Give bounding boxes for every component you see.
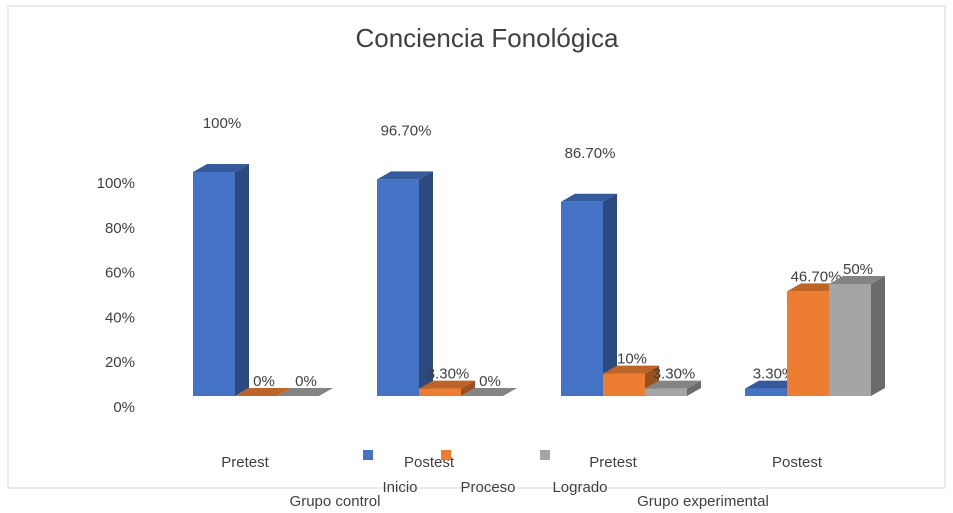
value-label: 0%	[295, 373, 317, 390]
bar	[561, 201, 603, 396]
value-label: 10%	[617, 351, 647, 368]
bar-top	[829, 276, 885, 284]
legend-label: Logrado	[552, 479, 607, 496]
bar	[377, 179, 419, 396]
bar-top	[561, 193, 617, 202]
x-tick-label: Postest	[772, 454, 823, 471]
legend-label: Inicio	[382, 479, 417, 496]
bar-top	[277, 388, 333, 396]
value-label: 3.30%	[653, 366, 696, 383]
y-tick-label: 20%	[105, 354, 135, 371]
value-label: 46.70%	[791, 268, 842, 285]
y-tick-label: 60%	[105, 265, 135, 282]
bar	[193, 172, 235, 396]
bar	[829, 284, 871, 396]
value-label: 0%	[253, 373, 275, 390]
value-label: 100%	[203, 115, 241, 132]
value-label: 3.30%	[427, 366, 470, 383]
bar-top	[645, 380, 701, 389]
bar	[787, 291, 829, 396]
group-label: Grupo control	[290, 493, 381, 510]
bar	[645, 388, 687, 396]
chart-border	[7, 5, 946, 489]
y-tick-label: 80%	[105, 220, 135, 237]
bar-top	[419, 380, 475, 389]
y-tick-label: 40%	[105, 309, 135, 326]
bar-side	[461, 380, 475, 396]
bar-side	[235, 164, 249, 396]
y-tick-label: 100%	[97, 175, 135, 192]
y-tick-label: 0%	[113, 399, 135, 416]
value-label: 3.30%	[753, 366, 796, 383]
value-label: 50%	[843, 261, 873, 278]
bar-top	[193, 164, 249, 172]
x-tick-label: Pretest	[221, 454, 269, 471]
x-tick-label: Pretest	[589, 454, 637, 471]
legend-marker	[441, 450, 451, 460]
legend-marker	[363, 450, 373, 460]
bar-side	[871, 276, 885, 396]
bar	[419, 388, 461, 396]
group-label: Grupo experimental	[637, 493, 769, 510]
bar-side	[603, 193, 617, 396]
chart-title: Conciencia Fonológica	[355, 23, 619, 53]
legend-label: Proceso	[460, 479, 515, 496]
bar-side	[687, 380, 701, 396]
value-label: 0%	[479, 373, 501, 390]
bar	[603, 373, 645, 396]
bar-side	[419, 171, 433, 396]
value-label: 96.70%	[381, 122, 432, 139]
legend-marker	[540, 450, 550, 460]
bar-top	[603, 365, 659, 374]
bar-top	[377, 171, 433, 180]
bar-top	[235, 388, 291, 396]
value-label: 86.70%	[565, 145, 616, 162]
bar-top	[461, 388, 517, 396]
bar	[745, 388, 787, 396]
